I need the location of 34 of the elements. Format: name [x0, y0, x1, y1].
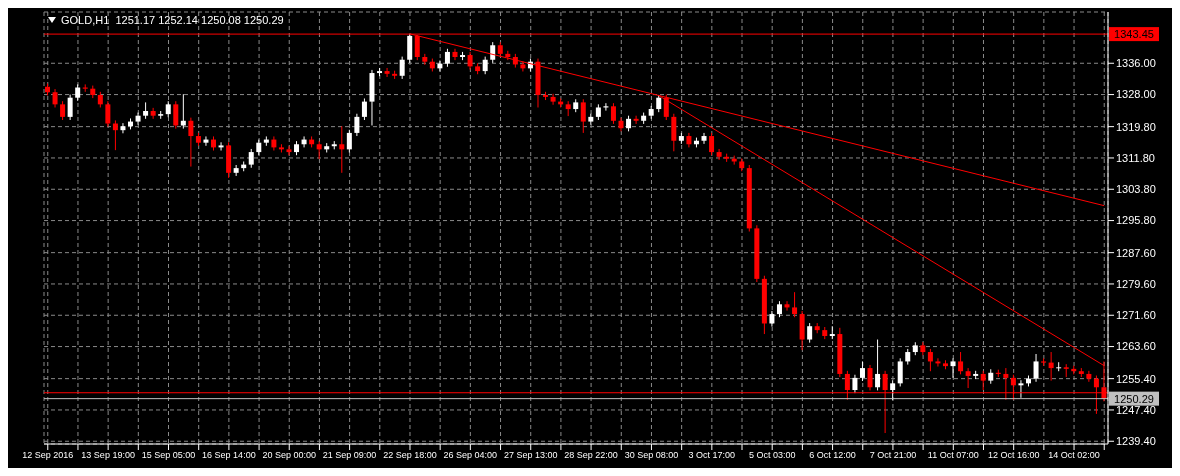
y-tick-label: 1303.80: [1116, 183, 1156, 196]
x-tick-label: 13 Sep 19:00: [81, 450, 135, 461]
x-tick-label: 3 Oct 17:00: [688, 450, 736, 461]
x-tick-label: 20 Sep 00:00: [262, 450, 317, 461]
y-tick-label: 1319.80: [1116, 120, 1156, 133]
y-tick-label: 1295.80: [1116, 214, 1156, 227]
x-tick-label: 26 Sep 04:00: [443, 450, 498, 461]
x-tick-label: 21 Sep 09:00: [322, 450, 377, 461]
y-tick-label: 1336.00: [1116, 57, 1156, 70]
x-tick-label: 27 Sep 13:00: [503, 450, 558, 461]
chart-title: GOLD,H1 1251.17 1252.14 1250.08 1250.29: [61, 14, 284, 26]
x-tick-label: 5 Oct 03:00: [748, 450, 796, 461]
y-tick-label: 1239.40: [1116, 435, 1156, 448]
x-tick-label: 22 Sep 18:00: [383, 450, 437, 461]
y-tick-label: 1255.40: [1116, 372, 1156, 385]
ref-line-label: 1250.29: [1114, 392, 1154, 405]
y-tick-label: 1328.00: [1116, 88, 1156, 101]
x-tick-label: 11 Oct 07:00: [927, 450, 979, 461]
x-tick-label: 16 Sep 14:00: [202, 450, 256, 461]
x-tick-label: 15 Sep 05:00: [141, 450, 196, 461]
y-tick-label: 1311.80: [1116, 151, 1155, 164]
y-tick-label: 1263.60: [1116, 340, 1156, 353]
x-tick-label: 7 Oct 21:00: [869, 450, 917, 461]
x-tick-label: 12 Oct 16:00: [987, 450, 1040, 461]
x-tick-label: 6 Oct 12:00: [809, 450, 856, 461]
x-tick-label: 12 Sep 2016: [22, 450, 74, 461]
y-tick-label: 1287.60: [1116, 246, 1156, 259]
y-tick-label: 1279.60: [1116, 277, 1156, 290]
x-tick-label: 28 Sep 22:00: [564, 450, 618, 461]
ref-line-label: 1343.45: [1114, 28, 1154, 41]
x-tick-label: 14 Oct 02:00: [1048, 450, 1100, 461]
y-tick-label: 1271.60: [1116, 309, 1156, 322]
y-tick-label: 1247.40: [1116, 403, 1156, 416]
x-tick-label: 30 Sep 08:00: [624, 450, 679, 461]
